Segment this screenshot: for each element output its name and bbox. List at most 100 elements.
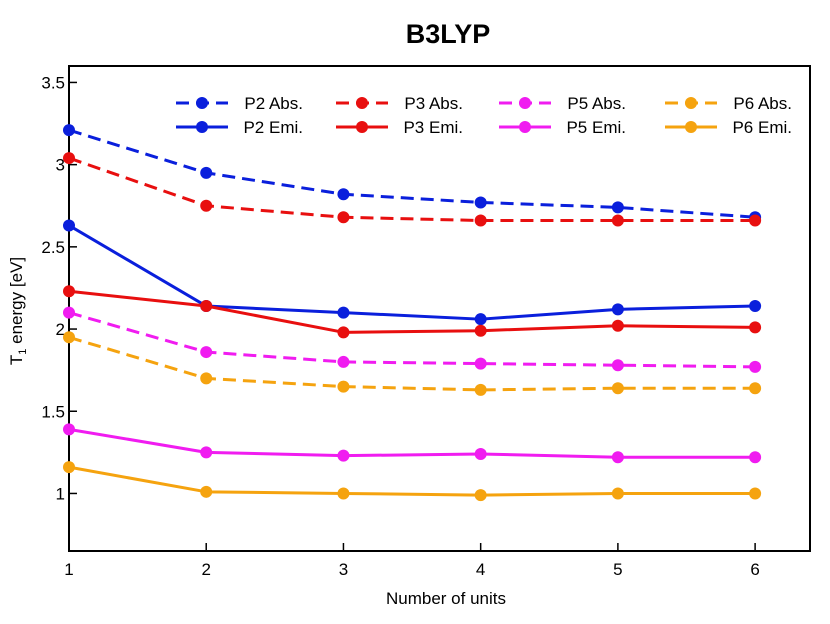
x-tick-label: 5: [613, 560, 622, 579]
data-point-p5-emi: [337, 449, 350, 462]
data-point-p6-abs: [474, 383, 487, 396]
x-tick-label: 1: [64, 560, 73, 579]
legend-item: P2 Emi.: [176, 118, 303, 137]
y-axis-label-main: T: [7, 355, 26, 365]
series-line-p6-abs: [68, 335, 756, 392]
legend-label: P2 Abs.: [244, 94, 303, 113]
series-line-p2-abs: [68, 128, 756, 219]
data-point-p5-emi: [474, 448, 487, 460]
legend-item: P6 Emi.: [665, 118, 792, 137]
data-point-p6-emi: [474, 489, 487, 502]
data-point-p3-abs: [337, 211, 350, 224]
data-point-p3-emi: [200, 300, 213, 313]
y-tick-label: 3: [56, 156, 65, 175]
legend-swatch-marker: [519, 97, 531, 109]
series-line-p3-emi: [68, 289, 756, 334]
legend-swatch-marker: [519, 121, 531, 133]
y-tick-label: 2.5: [41, 238, 65, 257]
series-line-p2-emi: [68, 224, 756, 321]
series-line-p5-abs: [68, 311, 756, 369]
x-tick-label: 4: [476, 560, 485, 579]
y-axis: 1 1.5 2 2.5 3 3.5: [41, 73, 77, 503]
data-point-p3-abs: [474, 214, 487, 227]
data-point-p6-abs: [337, 380, 350, 393]
legend-label: P3 Emi.: [403, 118, 463, 137]
legend-label: P6 Abs.: [733, 94, 792, 113]
data-point-p5-abs: [63, 306, 75, 319]
data-point-p6-abs: [749, 382, 762, 395]
data-point-p5-emi: [611, 451, 624, 464]
x-tick-label: 2: [201, 560, 210, 579]
data-point-p6-abs: [63, 331, 75, 344]
series-p3-abs: [63, 152, 762, 227]
y-axis-label-rest: energy [eV]: [7, 257, 26, 349]
series-line-p6-emi: [68, 465, 756, 497]
data-point-p3-emi: [611, 319, 624, 332]
legend-swatch-marker: [196, 121, 208, 133]
data-point-p3-emi: [63, 285, 75, 298]
legend-item: P6 Abs.: [665, 94, 792, 113]
series-line-p3-abs: [68, 156, 756, 223]
data-point-p6-emi: [337, 487, 350, 500]
data-point-p5-emi: [200, 446, 213, 459]
y-axis-label: T1 energy [eV]: [7, 257, 29, 365]
series-p2-abs: [63, 124, 762, 224]
legend-item: P3 Emi.: [336, 118, 463, 137]
x-tick-label: 6: [750, 560, 759, 579]
data-point-p2-emi: [63, 219, 75, 232]
legend-swatch-marker: [685, 121, 697, 133]
y-tick-label: 2: [56, 320, 65, 339]
data-point-p5-abs: [200, 346, 213, 359]
x-axis-label: Number of units: [386, 589, 506, 608]
data-point-p6-emi: [749, 487, 762, 500]
legend-label: P5 Abs.: [567, 94, 626, 113]
legend-item: P2 Abs.: [176, 94, 303, 113]
series-layer: [63, 124, 762, 502]
y-tick-label: 1: [56, 484, 65, 503]
series-line-p5-emi: [68, 427, 756, 459]
legend-label: P3 Abs.: [404, 94, 463, 113]
data-point-p3-emi: [474, 324, 487, 337]
legend: P2 Abs. P2 Emi. P3 Abs. P3 Emi. P5 Abs. P5 Em…: [176, 94, 792, 137]
series-p6-abs: [63, 331, 762, 396]
data-point-p5-abs: [337, 355, 350, 368]
data-point-p3-abs: [63, 152, 75, 165]
data-point-p5-abs: [474, 357, 487, 370]
data-point-p5-emi: [749, 451, 762, 464]
data-point-p5-abs: [749, 360, 762, 373]
y-tick-label: 3.5: [41, 73, 65, 92]
legend-item: P5 Abs.: [499, 94, 626, 113]
data-point-p3-abs: [749, 214, 762, 227]
data-point-p3-emi: [337, 326, 350, 339]
data-point-p6-abs: [611, 382, 624, 395]
data-point-p3-abs: [611, 214, 624, 227]
series-p6-emi: [63, 461, 762, 502]
data-point-p6-emi: [200, 485, 213, 498]
data-point-p5-abs: [611, 359, 624, 372]
x-axis: 1 2 3 4 5 6: [64, 543, 760, 579]
y-axis-label-subscript: 1: [17, 349, 29, 355]
chart-title: B3LYP: [406, 19, 491, 49]
legend-swatch-marker: [196, 97, 208, 109]
data-point-p2-emi: [749, 300, 762, 313]
legend-label: P6 Emi.: [732, 118, 792, 137]
data-point-p6-emi: [611, 487, 624, 500]
data-point-p2-emi: [337, 306, 350, 319]
y-tick-label: 1.5: [41, 402, 65, 421]
legend-label: P2 Emi.: [243, 118, 303, 137]
legend-swatch-marker: [356, 121, 368, 133]
data-point-p5-emi: [63, 423, 75, 436]
data-point-p3-emi: [749, 321, 762, 334]
series-p3-emi: [63, 285, 762, 339]
legend-label: P5 Emi.: [566, 118, 626, 137]
x-tick-label: 3: [339, 560, 348, 579]
data-point-p6-abs: [200, 372, 213, 385]
data-point-p2-emi: [474, 313, 487, 326]
legend-item: P5 Emi.: [499, 118, 626, 137]
data-point-p2-abs: [63, 124, 75, 137]
data-point-p2-abs: [200, 166, 213, 179]
legend-swatch-marker: [356, 97, 368, 109]
series-p2-emi: [63, 219, 762, 326]
data-point-p2-abs: [474, 196, 487, 209]
